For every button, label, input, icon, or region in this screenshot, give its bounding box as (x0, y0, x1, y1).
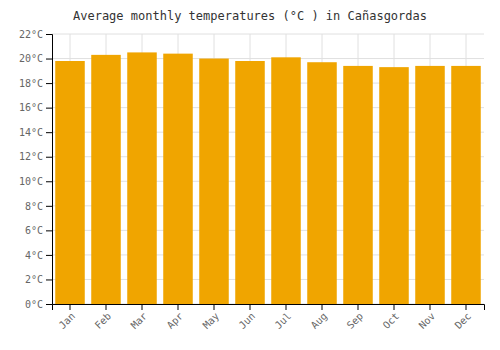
x-tick-label: Apr (165, 310, 186, 331)
y-tick-mark (46, 132, 52, 133)
y-tick-label: 22°C (19, 29, 43, 40)
x-tick-label: May (201, 310, 222, 331)
x-tick-label: Jul (273, 310, 294, 331)
y-tick-label: 2°C (25, 274, 43, 285)
x-axis-line (53, 305, 485, 311)
y-tick-label: 8°C (25, 201, 43, 212)
x-tick-mark (106, 304, 107, 310)
x-tick-label: Sep (345, 310, 366, 331)
x-tick-label: Dec (453, 310, 474, 331)
x-tick: May (201, 304, 222, 331)
bar (235, 61, 265, 304)
x-tick-label: Jun (237, 310, 258, 331)
bar (127, 52, 157, 304)
y-tick-label: 14°C (19, 127, 43, 138)
title: Average monthly temperatures (°C ) in Ca… (73, 9, 427, 23)
y-tick-mark (46, 108, 52, 109)
y-tick-mark (46, 279, 52, 280)
bars (55, 52, 481, 304)
x-tick: Sep (345, 304, 366, 331)
x-tick: Dec (453, 304, 474, 331)
y-tick: 10°C (19, 176, 52, 187)
y-tick-mark (46, 304, 52, 305)
x-tick: Apr (165, 304, 186, 331)
y-tick-label: 4°C (25, 250, 43, 261)
x-tick-mark (394, 304, 395, 310)
y-tick-mark (46, 181, 52, 182)
bar (307, 62, 337, 304)
plot-area: 0°C 2°C 4°C 6°C 8°C 10°C 12°C 14°C 16°C 18°C 20°C 2… (19, 29, 485, 331)
y-tick-mark (46, 230, 52, 231)
x-tick-mark (322, 304, 323, 310)
x-tick-mark (70, 304, 71, 310)
grid-line-y (52, 34, 484, 35)
y-tick: 4°C (25, 250, 52, 261)
bar (451, 66, 481, 304)
x-tick-mark (466, 304, 467, 310)
x-tick-label: Nov (417, 310, 438, 331)
x-tick-mark (142, 304, 143, 310)
x-tick-label: Aug (309, 310, 330, 331)
x-tick-label: Oct (381, 310, 402, 331)
y-tick: 22°C (19, 29, 52, 40)
x-tick-label: Mar (129, 310, 150, 331)
x-tick: Jan (57, 304, 78, 331)
y-tick: 8°C (25, 201, 52, 212)
y-tick: 14°C (19, 127, 52, 138)
y-tick-label: 0°C (25, 299, 43, 310)
x-tick: Feb (93, 304, 114, 331)
y-tick-label: 18°C (19, 78, 43, 89)
y-tick: 6°C (25, 225, 52, 236)
bar (55, 61, 85, 304)
bar (379, 67, 409, 304)
x-tick: Aug (309, 304, 330, 331)
y-tick-mark (46, 83, 52, 84)
x-tick: Mar (129, 304, 150, 331)
x-tick-label: Jan (57, 310, 78, 331)
bar (415, 66, 445, 304)
x-tick: Jul (273, 304, 294, 331)
bar (271, 57, 301, 304)
y-tick-label: 20°C (19, 53, 43, 64)
x-tick-mark (214, 304, 215, 310)
y-tick: 20°C (19, 53, 52, 64)
x-tick-mark (430, 304, 431, 310)
x-tick: Nov (417, 304, 438, 331)
y-tick: 16°C (19, 102, 52, 113)
y-tick: 2°C (25, 274, 52, 285)
grid (52, 34, 484, 304)
x-axis: Jan Feb Mar Apr May Jun Jul Aug Sep Oct Nov Dec (53, 304, 485, 331)
x-tick: Jun (237, 304, 258, 331)
x-tick-mark (250, 304, 251, 310)
chart-svg: 0°C 2°C 4°C 6°C 8°C 10°C 12°C 14°C 16°C 18°C 20°C 2… (0, 0, 500, 350)
y-axis: 0°C 2°C 4°C 6°C 8°C 10°C 12°C 14°C 16°C 18°C 20°C 2… (19, 29, 53, 310)
x-tick-mark (358, 304, 359, 310)
y-tick-mark (46, 59, 52, 60)
bar (199, 59, 229, 304)
x-tick-label: Feb (93, 310, 114, 331)
y-tick-label: 10°C (19, 176, 43, 187)
bar (343, 66, 373, 304)
y-tick: 18°C (19, 78, 52, 89)
bar (163, 54, 193, 304)
y-tick: 12°C (19, 151, 52, 162)
chart-container: 0°C 2°C 4°C 6°C 8°C 10°C 12°C 14°C 16°C 18°C 20°C 2… (0, 0, 500, 350)
y-tick: 0°C (25, 299, 52, 310)
x-tick-mark (178, 304, 179, 310)
y-axis-line (46, 35, 53, 305)
y-tick-mark (46, 34, 52, 35)
y-tick-label: 12°C (19, 151, 43, 162)
y-tick-mark (46, 255, 52, 256)
x-tick: Oct (381, 304, 402, 331)
y-tick-label: 6°C (25, 225, 43, 236)
x-tick-mark (286, 304, 287, 310)
y-tick-mark (46, 157, 52, 158)
y-tick-label: 16°C (19, 102, 43, 113)
y-tick-mark (46, 206, 52, 207)
bar (91, 55, 121, 304)
